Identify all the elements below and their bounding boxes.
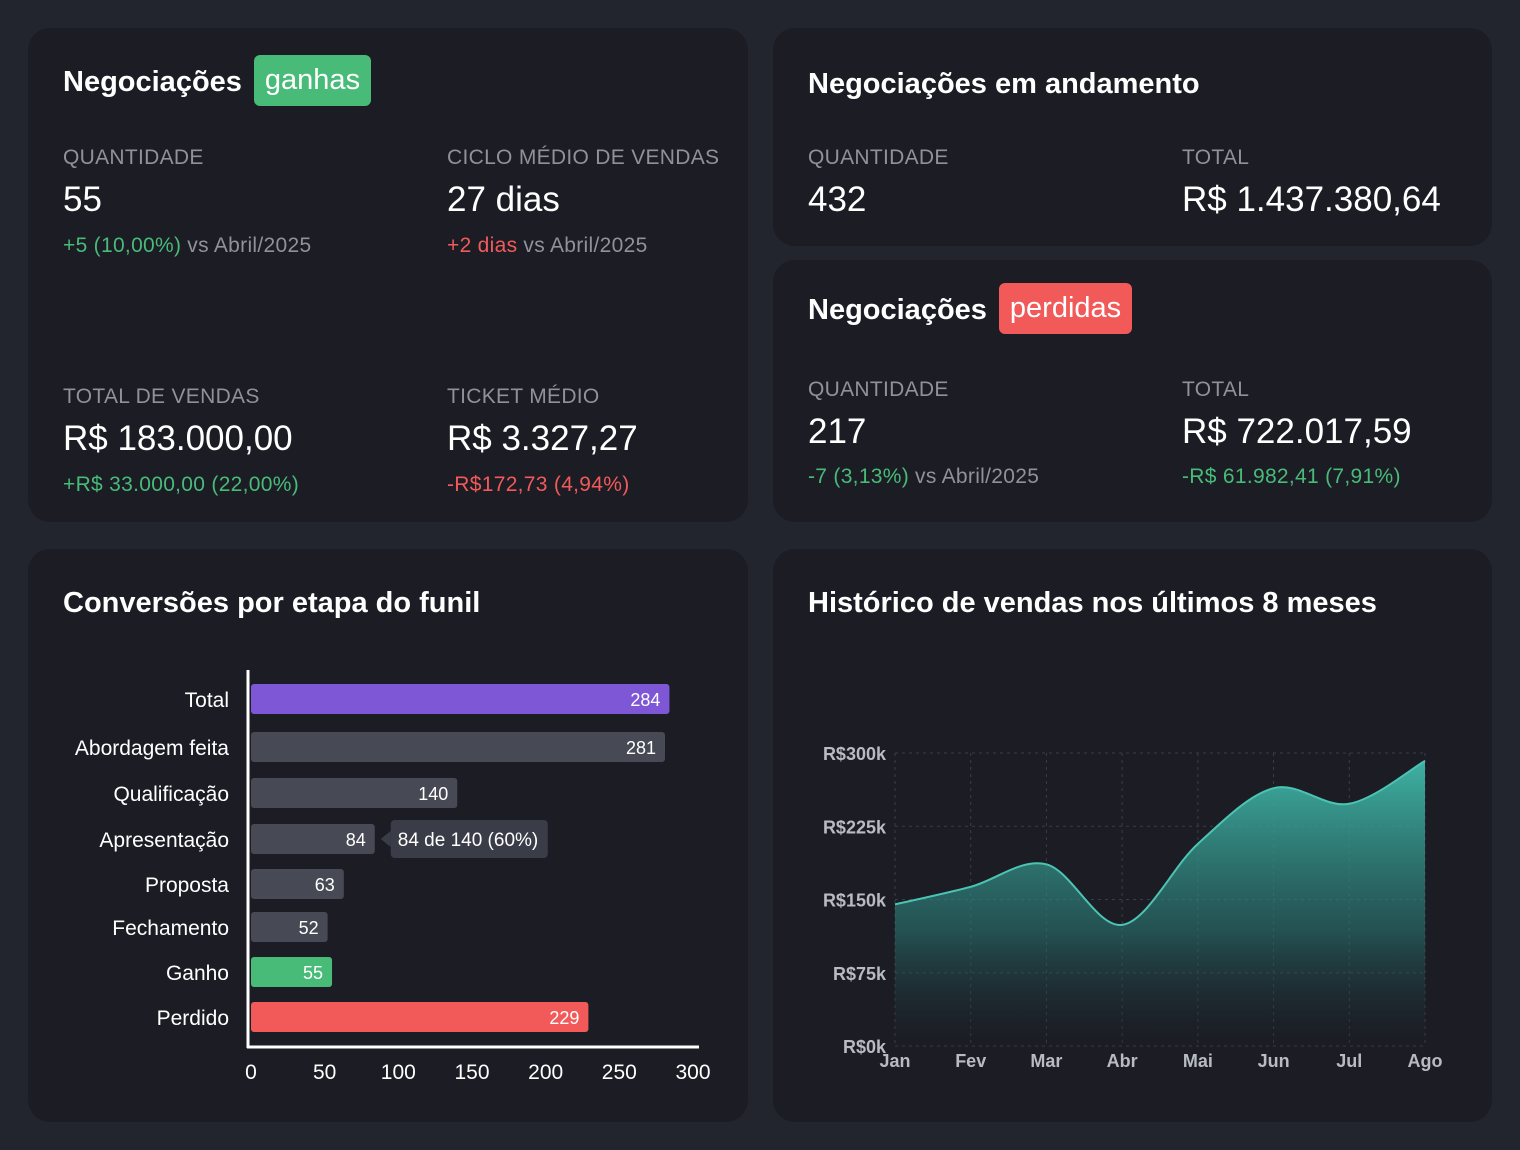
lost-quantity-label: QUANTIDADE [808, 378, 949, 401]
won-cycle-delta-value: +2 dias [447, 234, 518, 257]
funnel-bar-0 [251, 684, 670, 714]
history-x-tick-label: Jul [1336, 1051, 1362, 1071]
won-badge: ganhas [253, 55, 372, 106]
won-quantity-vs: vs Abril/2025 [187, 234, 312, 257]
history-line [894, 759, 1426, 926]
history-x-tick-label: Ago [1408, 1051, 1443, 1071]
in-progress-total-label: TOTAL [1182, 146, 1250, 169]
won-cycle-vs: vs Abril/2025 [523, 234, 648, 257]
history-chart: R$0k R$75k R$150k R$225k R$300k Jan Fev Mar Abr M… [823, 744, 1443, 1071]
won-cycle-value: 27 dias [447, 180, 560, 219]
funnel-category-label: Abordagem feita [75, 737, 229, 760]
history-x-tick-label: Mar [1030, 1051, 1062, 1071]
won-title-text: Negociações [63, 66, 242, 99]
lost-total-delta: -R$ 61.982,41 (7,91%) [1182, 465, 1401, 488]
won-total-sales-delta: +R$ 33.000,00 (22,00%) [63, 473, 300, 496]
funnel-bar-value: 229 [549, 1008, 579, 1028]
funnel-tooltip-text: 84 de 140 (60%) [398, 830, 539, 851]
lost-quantity-delta-value: -7 (3,13%) [808, 465, 910, 488]
funnel-tooltip [390, 820, 548, 858]
funnel-x-tick-label: 50 [313, 1061, 336, 1084]
funnel-bar-value: 140 [418, 784, 448, 804]
funnel-bar-7 [251, 1002, 589, 1032]
history-y-tick-label: R$75k [833, 964, 887, 984]
lost-badge: perdidas [998, 283, 1133, 334]
funnel-bar-value: 63 [315, 875, 335, 895]
history-card: Histórico de vendas nos últimos 8 meses … [773, 549, 1492, 1122]
won-ticket-label: TICKET MÉDIO [447, 385, 600, 408]
history-x-tick-label: Fev [955, 1051, 986, 1071]
history-x-tick-label: Mai [1183, 1051, 1213, 1071]
won-cycle-delta: +2 dias vs Abril/2025 [447, 234, 648, 258]
in-progress-deals-card: Negociações em andamento QUANTIDADE 432 … [773, 28, 1492, 246]
funnel-bar-value: 84 [346, 830, 366, 850]
funnel-x-tick-label: 300 [675, 1061, 710, 1084]
funnel-category-label: Proposta [145, 874, 229, 897]
funnel-bar-5 [251, 912, 328, 942]
funnel-bar-2 [251, 778, 458, 808]
funnel-x-tick-label: 0 [245, 1061, 257, 1084]
won-total-sales-value: R$ 183.000,00 [63, 419, 293, 458]
funnel-chart: Total 284 Abordagem feita 281 Qualificação 14… [75, 670, 711, 1084]
lost-quantity-vs: vs Abril/2025 [915, 465, 1040, 488]
history-y-tick-label: R$300k [823, 744, 887, 764]
lost-card-title: Negociações perdidas [808, 283, 1133, 337]
funnel-card: Conversões por etapa do funil Total 284 Ab… [28, 549, 748, 1122]
funnel-x-tick-label: 250 [602, 1061, 637, 1084]
lost-deals-card: Negociações perdidas QUANTIDADE 217 -7 (3… [773, 260, 1492, 522]
lost-title-text: Negociações [808, 294, 987, 327]
funnel-bar-value: 284 [630, 690, 660, 710]
history-y-tick-label: R$225k [823, 817, 887, 837]
history-x-tick-label: Jan [879, 1051, 910, 1071]
in-progress-total-value: R$ 1.437.380,64 [1182, 180, 1441, 219]
lost-total-value: R$ 722.017,59 [1182, 412, 1412, 451]
funnel-x-tick-label: 150 [454, 1061, 489, 1084]
funnel-x-tick-label: 200 [528, 1061, 563, 1084]
funnel-category-label: Perdido [157, 1007, 229, 1030]
history-x-tick-label: Jun [1258, 1051, 1290, 1071]
history-card-title: Histórico de vendas nos últimos 8 meses [808, 587, 1377, 619]
history-x-tick-label: Abr [1107, 1051, 1138, 1071]
won-ticket-delta: -R$172,73 (4,94%) [447, 473, 630, 496]
lost-total-label: TOTAL [1182, 378, 1250, 401]
won-quantity-label: QUANTIDADE [63, 146, 204, 169]
in-progress-card-title: Negociações em andamento [808, 68, 1200, 100]
funnel-bar-value: 52 [299, 918, 319, 938]
history-area [895, 760, 1425, 1046]
won-total-sales-label: TOTAL DE VENDAS [63, 385, 260, 408]
funnel-category-label: Fechamento [112, 917, 229, 940]
lost-quantity-delta: -7 (3,13%) vs Abril/2025 [808, 465, 1039, 489]
won-cycle-label: CICLO MÉDIO DE VENDAS [447, 146, 720, 169]
funnel-x-tick-label: 100 [381, 1061, 416, 1084]
funnel-bar-value: 281 [626, 738, 656, 758]
funnel-bar-1 [251, 732, 666, 762]
won-ticket-value: R$ 3.327,27 [447, 419, 638, 458]
in-progress-quantity-value: 432 [808, 180, 867, 219]
funnel-category-label: Apresentação [99, 829, 229, 852]
funnel-category-label: Ganho [166, 962, 229, 985]
won-card-title: Negociações ganhas [63, 55, 372, 109]
won-quantity-delta: +5 (10,00%) vs Abril/2025 [63, 234, 311, 258]
funnel-bar-3 [251, 824, 375, 854]
history-y-tick-label: R$150k [823, 891, 887, 911]
won-quantity-delta-value: +5 (10,00%) [63, 234, 182, 257]
in-progress-quantity-label: QUANTIDADE [808, 146, 949, 169]
funnel-bar-4 [251, 869, 344, 899]
funnel-bar-value: 55 [303, 963, 323, 983]
funnel-bar-6 [251, 957, 333, 987]
history-y-tick-label: R$0k [843, 1037, 887, 1057]
won-quantity-value: 55 [63, 180, 102, 219]
funnel-category-label: Total [185, 689, 229, 712]
lost-quantity-value: 217 [808, 412, 867, 451]
funnel-category-label: Qualificação [113, 783, 229, 806]
won-deals-card: Negociações ganhas QUANTIDADE 55 +5 (10,0… [28, 28, 748, 522]
funnel-card-title: Conversões por etapa do funil [63, 587, 481, 619]
funnel-tooltip-arrow [380, 831, 391, 847]
